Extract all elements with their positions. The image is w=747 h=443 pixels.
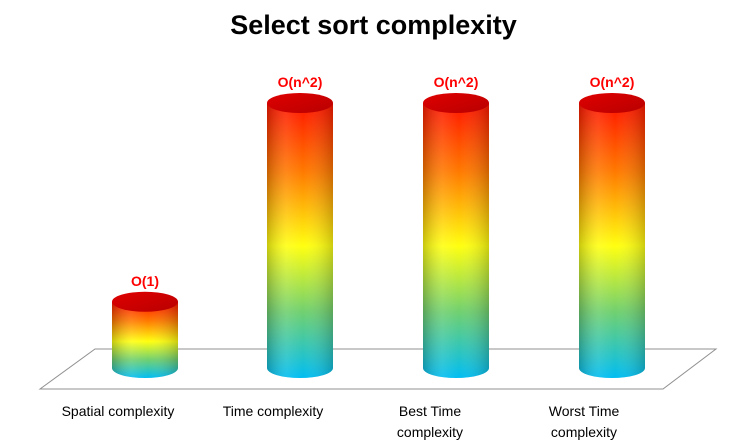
bar-4	[579, 93, 645, 378]
chart-title: Select sort complexity	[230, 10, 517, 40]
data-label-1: O(1)	[131, 273, 159, 289]
bar-cap	[579, 93, 645, 113]
category-label-4: Worst Time complexity	[548, 403, 620, 440]
category-label-1: Spatial complexity	[61, 403, 175, 419]
data-label-4: O(n^2)	[590, 74, 635, 90]
bar-cap	[112, 291, 178, 312]
floor-plane	[38, 348, 718, 390]
bar-cap	[423, 93, 489, 113]
bar-shading	[267, 103, 333, 378]
bar-3	[423, 93, 489, 378]
data-labels-group: O(1) O(n^2) O(n^2) O(n^2)	[131, 74, 634, 289]
data-label-3: O(n^2)	[434, 74, 479, 90]
bar-shading	[423, 103, 489, 378]
bar-2	[267, 93, 333, 378]
data-label-2: O(n^2)	[278, 74, 323, 90]
bar-cap	[267, 93, 333, 113]
category-label-2: Time complexity	[222, 403, 324, 419]
bar-1	[112, 291, 178, 378]
category-label-3: Best Time complexity	[396, 403, 464, 440]
bar-shading	[112, 301, 178, 378]
bars-group	[112, 93, 645, 378]
bar-shading	[579, 103, 645, 378]
chart-floor	[38, 348, 718, 390]
